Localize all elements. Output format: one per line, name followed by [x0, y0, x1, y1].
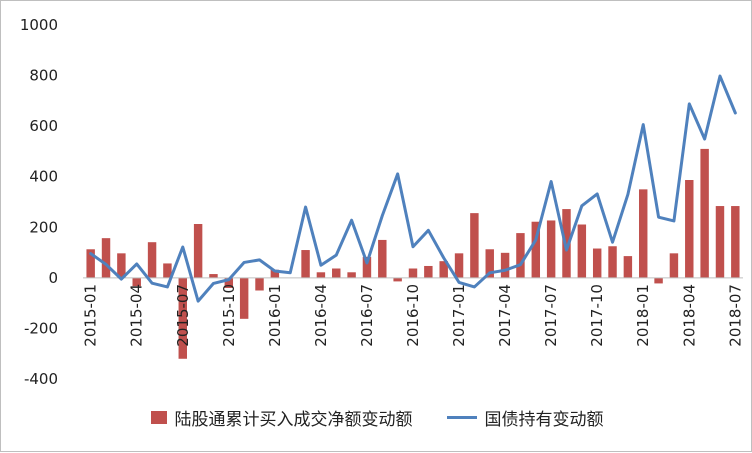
y-tick-label: -200: [24, 319, 58, 337]
bar: [408, 268, 418, 278]
bar: [685, 180, 694, 278]
x-tick-label: 2016-04: [312, 284, 330, 347]
bar: [117, 253, 126, 278]
bar: [209, 274, 218, 278]
legend: 陆股通累计买入成交净额变动额 国债持有变动额: [1, 405, 752, 430]
bar: [147, 242, 157, 278]
bar: [654, 277, 663, 284]
y-tick-label: -400: [24, 370, 58, 388]
x-tick-label: 2016-10: [404, 284, 422, 347]
bar: [378, 239, 387, 278]
bar: [470, 213, 479, 278]
x-tick-label: 2017-07: [542, 284, 560, 347]
bar: [669, 253, 679, 278]
x-tick-label: 2016-07: [358, 284, 376, 347]
bar: [193, 224, 203, 278]
x-tick-label: 2016-01: [266, 284, 284, 347]
bar: [239, 277, 249, 319]
bar: [163, 263, 172, 278]
bar: [178, 277, 187, 359]
bar: [86, 249, 95, 278]
bar: [485, 249, 494, 278]
bar: [101, 238, 111, 278]
bar: [516, 233, 525, 278]
y-tick-label: 0: [48, 269, 58, 287]
bar: [439, 261, 448, 278]
x-tick-label: 2015-01: [82, 284, 100, 347]
x-tick-label: 2018-07: [726, 284, 744, 347]
bar: [592, 248, 602, 278]
legend-swatch-bar: [150, 411, 167, 424]
bar: [301, 250, 310, 278]
legend-label-line: 国债持有变动额: [484, 410, 604, 430]
y-tick-label: 1000: [20, 16, 58, 34]
x-tick-label: 2018-04: [680, 284, 698, 347]
bar: [608, 246, 617, 278]
bar: [347, 272, 356, 278]
bar: [700, 148, 709, 278]
legend-item-line: 国债持有变动额: [446, 405, 604, 430]
bar: [577, 224, 587, 278]
bar: [715, 206, 725, 278]
bar: [270, 269, 280, 278]
bar: [255, 277, 264, 291]
bar: [393, 277, 402, 282]
bar: [531, 221, 541, 278]
y-tick-label: 800: [29, 67, 58, 85]
y-tick-label: 400: [29, 168, 58, 186]
legend-label-bar: 陆股通累计买入成交净额变动额: [174, 410, 413, 430]
x-tick-label: 2018-01: [634, 284, 652, 347]
bar: [546, 220, 556, 278]
bar: [500, 252, 510, 278]
bar: [424, 265, 433, 278]
line-series: [89, 74, 737, 303]
bar: [731, 206, 740, 278]
legend-item-bar: 陆股通累计买入成交净额变动额: [150, 405, 413, 430]
x-tick-label: 2015-04: [128, 284, 146, 347]
bar: [332, 268, 341, 278]
bar: [362, 256, 372, 278]
x-tick-label: 2015-10: [220, 284, 238, 347]
x-tick-label: 2017-01: [450, 284, 468, 347]
x-tick-label: 2015-07: [174, 284, 192, 347]
bar: [639, 189, 648, 278]
x-tick-label: 2017-04: [496, 284, 514, 347]
x-tick-label: 2017-10: [588, 284, 606, 347]
bar: [454, 253, 464, 278]
legend-swatch-line: [446, 416, 477, 419]
bar: [224, 277, 234, 288]
bar: [623, 256, 633, 278]
bar: [132, 277, 141, 287]
y-tick-label: 200: [29, 218, 58, 236]
bar: [316, 272, 326, 278]
y-tick-label: 600: [29, 117, 58, 135]
